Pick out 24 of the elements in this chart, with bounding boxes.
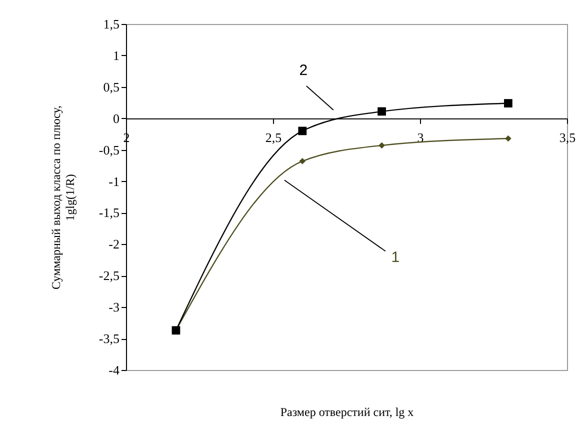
text: 2: [299, 62, 308, 79]
y-tick-label: -1: [108, 174, 120, 189]
y-tick-label: -4: [108, 362, 120, 378]
y-tick-label: -2,5: [98, 268, 120, 284]
x-tick-label: 3,5: [559, 130, 576, 145]
text: 1: [391, 249, 400, 266]
point: [505, 135, 512, 142]
point: [298, 126, 307, 136]
y-tick-label: 0,5: [103, 79, 120, 94]
point: [378, 107, 386, 116]
y-tick-label: -3: [108, 300, 120, 315]
x-axis-title: Размер отверстий сит, lg x: [280, 404, 414, 419]
point: [299, 158, 306, 164]
point: [378, 142, 385, 149]
y-tick-label: -3,5: [98, 331, 120, 346]
y-tick-label: -1,5: [98, 205, 120, 220]
x-tick-label: 2,5: [265, 130, 282, 145]
y-axis-title: Суммарный выход класса по плюсу, 1glg(1/R): [48, 106, 77, 290]
y-tick-label: -0,5: [98, 142, 120, 158]
y-tick-label: 1: [113, 48, 120, 63]
point: [504, 99, 512, 108]
y-tick-label: 0: [113, 110, 120, 126]
y-tick-label: -2: [108, 236, 120, 252]
y-tick-label: 1,5: [103, 16, 120, 32]
